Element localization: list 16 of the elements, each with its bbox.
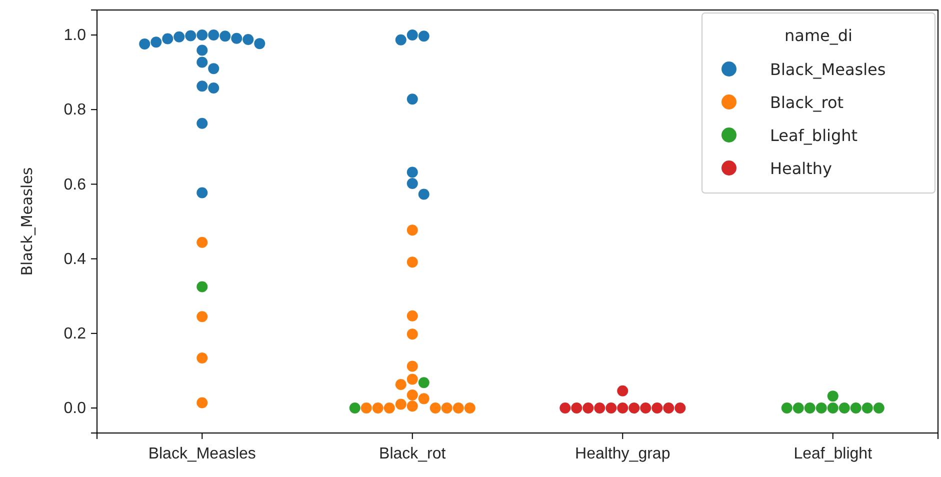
legend-title: name_di (784, 26, 852, 45)
y-tick-label: 0.4 (64, 250, 86, 268)
x-tick-label: Black_Measles (148, 445, 256, 462)
y-tick-label: 0.2 (64, 326, 86, 343)
x-tick-label: Healthy_grap (575, 445, 670, 462)
legend-label: Black_Measles (770, 60, 886, 79)
x-tick-label: Leaf_blight (794, 445, 873, 462)
legend-label: Black_rot (770, 93, 844, 112)
legend-label: Healthy (770, 159, 832, 178)
x-tick-label: Black_rot (379, 445, 446, 462)
y-axis-title: Black_Measles (18, 167, 36, 276)
y-tick-label: 1.0 (64, 27, 86, 44)
legend-label: Leaf_blight (770, 126, 858, 145)
y-tick-label: 0.6 (64, 176, 86, 194)
y-tick-label: 0.0 (64, 400, 86, 418)
y-tick-label: 0.8 (64, 102, 86, 119)
